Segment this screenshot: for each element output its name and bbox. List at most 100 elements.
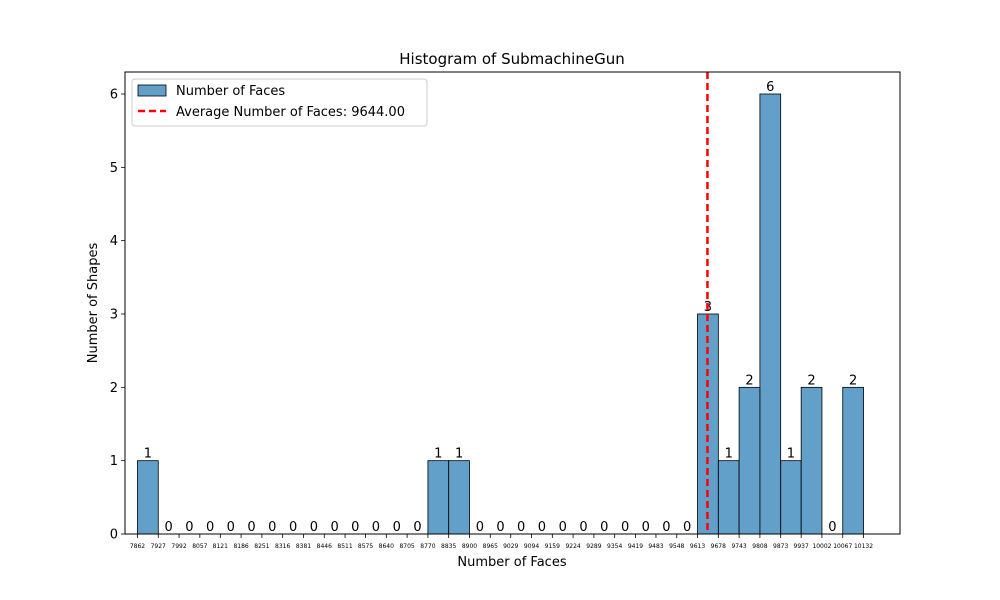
histogram-bar <box>842 386 864 535</box>
bar-count-label: 0 <box>310 520 318 535</box>
x-tick-label: 8835 <box>441 543 456 550</box>
bar-count-label: 0 <box>683 520 691 535</box>
histogram-bar <box>448 460 470 535</box>
bar-count-label: 0 <box>476 520 484 535</box>
bar-count-label: 0 <box>579 520 587 535</box>
x-tick-label: 10132 <box>854 543 873 550</box>
x-tick-label: 10002 <box>812 543 831 550</box>
x-tick-label: 9029 <box>503 543 518 550</box>
x-tick-label: 9678 <box>711 543 726 550</box>
x-tick-label: 10067 <box>833 543 852 550</box>
bar-count-label: 0 <box>559 520 567 535</box>
bar-count-label: 0 <box>393 520 401 535</box>
x-tick-label: 9224 <box>565 543 580 550</box>
x-axis-label: Number of Faces <box>457 555 566 570</box>
bar-count-label: 1 <box>787 447 795 462</box>
histogram-bar <box>759 93 782 535</box>
x-tick-label: 8575 <box>358 543 373 550</box>
x-tick-label: 8121 <box>213 543 228 550</box>
bar-count-label: 2 <box>807 373 815 388</box>
bar-count-label: 0 <box>289 520 297 535</box>
x-tick-label: 8511 <box>337 543 352 550</box>
histogram-bar <box>738 386 761 535</box>
x-tick-label: 9159 <box>545 543 560 550</box>
y-tick-label: 6 <box>110 88 118 103</box>
bar-count-label: 1 <box>434 447 442 462</box>
plot-frame <box>124 71 901 535</box>
bar-count-label: 0 <box>413 520 421 535</box>
x-tick-label: 8965 <box>483 543 498 550</box>
bar-count-label: 0 <box>268 520 276 535</box>
bar-count-label: 0 <box>600 520 608 535</box>
bar-count-label: 0 <box>206 520 214 535</box>
x-tick-label: 9808 <box>752 543 767 550</box>
bar-count-label: 1 <box>455 447 463 462</box>
x-tick-label: 9548 <box>669 543 684 550</box>
y-tick-label: 2 <box>110 381 118 396</box>
bar-count-label: 0 <box>351 520 359 535</box>
bar-count-label: 0 <box>828 520 836 535</box>
x-tick-label: 8057 <box>192 543 207 550</box>
bar-count-label: 0 <box>642 520 650 535</box>
x-tick-label: 8316 <box>275 543 290 550</box>
legend-average-label: Average Number of Faces: 9644.00 <box>176 105 405 120</box>
bar-count-label: 0 <box>331 520 339 535</box>
chart-title: Histogram of SubmachineGun <box>399 50 624 68</box>
y-tick-label: 3 <box>110 308 118 323</box>
y-axis-label: Number of Shapes <box>86 243 101 364</box>
bar-count-label: 0 <box>538 520 546 535</box>
x-tick-label: 9483 <box>648 543 663 550</box>
bar-count-label: 0 <box>185 520 193 535</box>
x-tick-label: 8446 <box>317 543 332 550</box>
x-tick-label: 9289 <box>586 543 601 550</box>
bar-count-label: 0 <box>517 520 525 535</box>
x-tick-label: 7927 <box>151 543 166 550</box>
bar-count-label: 2 <box>745 373 753 388</box>
bars-group <box>137 93 864 535</box>
bar-count-label: 0 <box>372 520 380 535</box>
legend-bar-swatch <box>137 84 167 97</box>
histogram-bar <box>800 386 823 535</box>
histogram-bar <box>780 460 802 535</box>
x-tick-label: 8640 <box>379 543 394 550</box>
histogram-bar <box>427 460 450 535</box>
bar-count-label: 6 <box>766 80 774 95</box>
y-ticks-group: 0 1 2 3 4 5 6 <box>110 88 125 543</box>
bar-count-label: 0 <box>165 520 173 535</box>
x-tick-label: 9419 <box>628 543 643 550</box>
bar-count-label: 0 <box>621 520 629 535</box>
x-tick-label: 9354 <box>607 543 622 550</box>
x-tick-label: 8186 <box>233 543 248 550</box>
x-tick-label: 8381 <box>296 543 311 550</box>
y-tick-label: 1 <box>110 454 118 469</box>
x-tick-label: 9743 <box>731 543 746 550</box>
y-tick-label: 0 <box>110 528 118 543</box>
bar-labels-group: 10000000000000110000000000031261202 <box>144 80 858 535</box>
x-tick-label: 9937 <box>794 543 809 550</box>
x-tick-label: 9873 <box>773 543 788 550</box>
bar-count-label: 1 <box>144 447 152 462</box>
x-tick-label: 9613 <box>690 543 705 550</box>
bar-count-label: 0 <box>247 520 255 535</box>
y-tick-label: 5 <box>110 161 118 176</box>
legend: Number of Faces Average Number of Faces:… <box>131 78 428 127</box>
y-tick-label: 4 <box>110 234 118 249</box>
x-tick-label: 8900 <box>462 543 477 550</box>
bar-count-label: 0 <box>662 520 670 535</box>
bar-count-label: 1 <box>725 447 733 462</box>
x-tick-label: 7862 <box>130 543 145 550</box>
x-tick-label: 9094 <box>524 543 539 550</box>
bar-count-label: 2 <box>849 373 857 388</box>
x-tick-label: 8705 <box>399 543 414 550</box>
legend-box <box>131 78 428 127</box>
histogram-bar <box>717 460 740 535</box>
histogram-bar <box>137 460 159 535</box>
x-tick-label: 8770 <box>420 543 435 550</box>
x-tick-label: 8251 <box>254 543 269 550</box>
bar-count-label: 0 <box>496 520 504 535</box>
legend-bars-label: Number of Faces <box>176 84 285 99</box>
bar-count-label: 0 <box>227 520 235 535</box>
x-ticks-group: 7862 7927 7992 8057 8121 8186 8251 8316 8381 8446… <box>130 534 873 550</box>
x-tick-label: 7992 <box>171 543 186 550</box>
